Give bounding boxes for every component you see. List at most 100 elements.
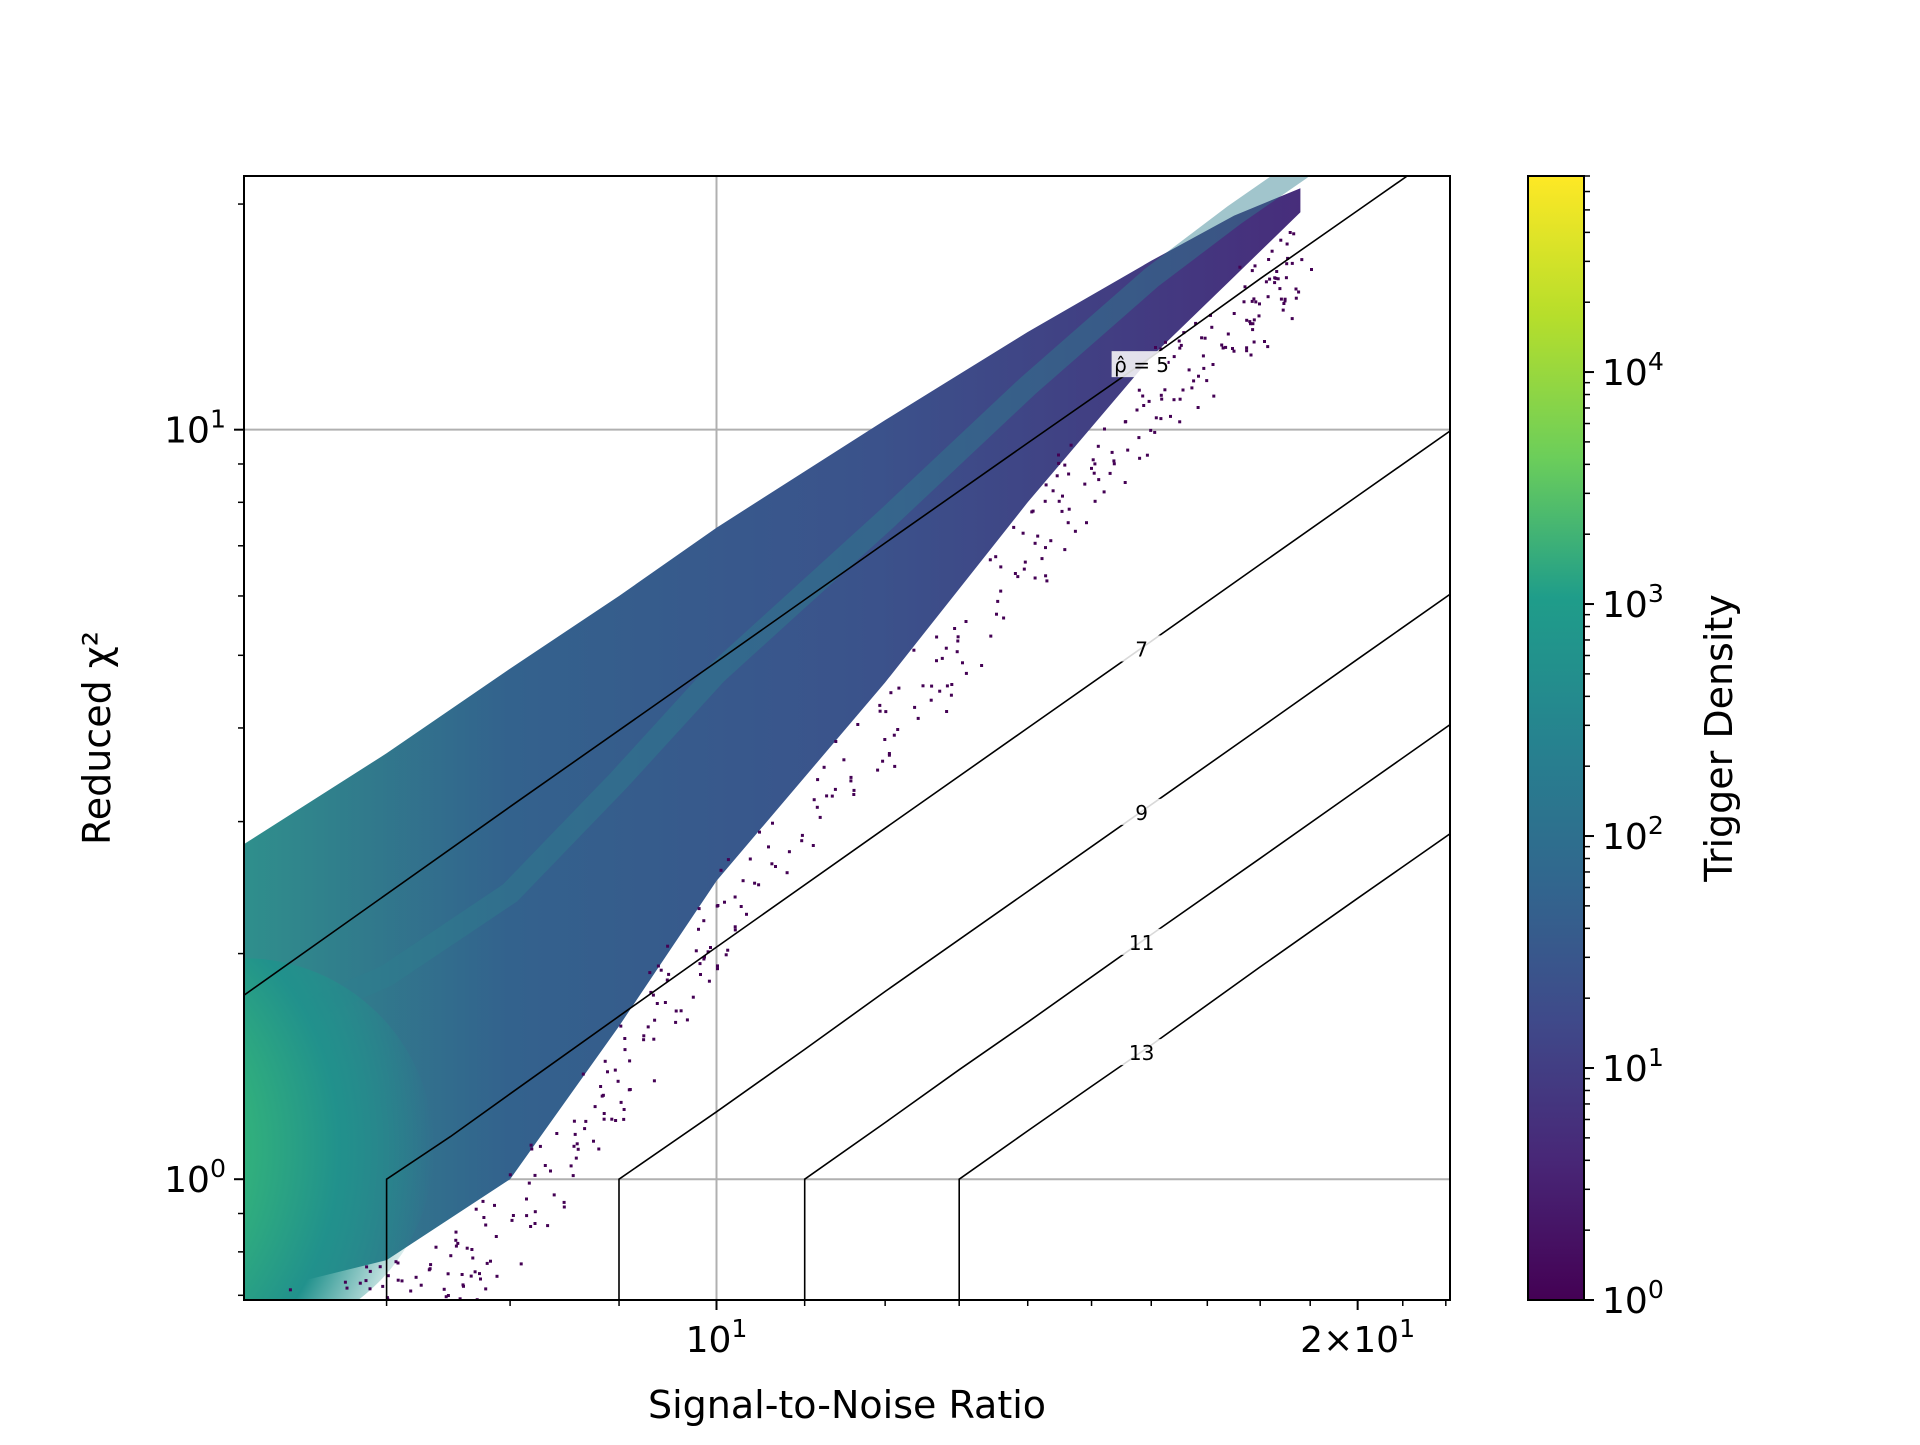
sparse-trigger [642, 1034, 646, 1038]
sparse-trigger [1266, 345, 1270, 349]
sparse-trigger [533, 1210, 537, 1214]
sparse-trigger [1172, 398, 1176, 402]
sparse-trigger [1196, 406, 1200, 409]
sparse-trigger [616, 1079, 620, 1083]
sparse-trigger [1282, 302, 1286, 305]
sparse-trigger [482, 1216, 486, 1219]
contour-label: 7 [1135, 637, 1148, 661]
sparse-trigger [1141, 394, 1145, 398]
sparse-trigger [378, 1265, 382, 1269]
sparse-trigger [368, 1287, 372, 1291]
sparse-trigger [1033, 541, 1037, 545]
sparse-trigger [887, 753, 891, 757]
x-tick-label: 101 [686, 1314, 748, 1361]
sparse-trigger [944, 646, 948, 650]
sparse-trigger [382, 1327, 385, 1330]
sparse-trigger [1049, 539, 1053, 543]
sparse-trigger [849, 775, 853, 779]
sparse-trigger [271, 1329, 274, 1332]
sparse-trigger [529, 1143, 533, 1147]
sparse-trigger [800, 839, 804, 843]
sparse-trigger [404, 1337, 407, 1340]
colorbar-tick-label: 104 [1602, 347, 1664, 394]
sparse-trigger [950, 683, 954, 686]
sparse-trigger [881, 759, 885, 763]
sparse-trigger [470, 1248, 474, 1251]
sparse-trigger [785, 871, 789, 875]
contour-line [244, 176, 1409, 996]
density-hexbin [244, 176, 1313, 1345]
sparse-trigger [427, 1313, 430, 1316]
sparse-trigger [757, 883, 761, 887]
sparse-trigger [288, 1288, 292, 1292]
sparse-trigger [929, 698, 933, 702]
sparse-trigger [494, 1235, 498, 1238]
sparse-trigger [572, 1119, 576, 1123]
sparse-trigger [574, 1156, 578, 1160]
sparse-trigger [339, 1309, 342, 1312]
sparse-trigger [1288, 231, 1292, 234]
sparse-trigger [377, 1303, 380, 1306]
sparse-trigger [454, 1244, 458, 1248]
sparse-trigger [989, 634, 993, 638]
sparse-trigger [1126, 448, 1130, 452]
sparse-trigger [674, 1020, 678, 1024]
sparse-trigger [816, 778, 820, 782]
sparse-trigger [1022, 567, 1026, 571]
sparse-trigger [552, 1193, 556, 1197]
sparse-trigger [471, 1256, 475, 1260]
sparse-trigger [1245, 349, 1249, 353]
sparse-trigger [1060, 509, 1064, 513]
sparse-trigger [519, 1262, 523, 1266]
sparse-trigger [628, 1059, 632, 1063]
sparse-trigger [1063, 463, 1067, 467]
sparse-trigger [1310, 268, 1313, 271]
sparse-trigger [1016, 575, 1020, 579]
sparse-trigger [896, 728, 900, 731]
sparse-trigger [1137, 388, 1141, 392]
sparse-trigger [1270, 249, 1274, 253]
sparse-trigger [1254, 300, 1258, 304]
sparse-trigger [1093, 462, 1097, 466]
sparse-trigger [402, 1342, 405, 1345]
sparse-trigger [1055, 474, 1059, 478]
colorbar-tick-label: 101 [1602, 1043, 1664, 1090]
sparse-trigger [314, 1313, 317, 1316]
sparse-trigger [546, 1224, 550, 1228]
sparse-trigger [1159, 347, 1163, 351]
sparse-trigger [289, 1317, 292, 1320]
sparse-trigger [818, 815, 822, 819]
sparse-trigger [930, 684, 934, 688]
sparse-trigger [606, 1070, 609, 1074]
colorbar-label: Trigger Density [1697, 594, 1741, 883]
sparse-trigger [1249, 353, 1253, 357]
sparse-trigger [1275, 270, 1279, 273]
x-tick-label: 2×101 [1300, 1314, 1415, 1361]
sparse-trigger [770, 862, 774, 866]
sparse-trigger [1190, 386, 1194, 390]
sparse-trigger [876, 768, 880, 772]
sparse-trigger [964, 671, 968, 675]
sparse-trigger [1178, 420, 1182, 424]
sparse-trigger [1200, 336, 1204, 340]
sparse-trigger [699, 973, 702, 976]
sparse-trigger [1154, 346, 1157, 349]
sparse-trigger [1012, 525, 1016, 529]
sparse-trigger [1181, 388, 1185, 392]
sparse-trigger [666, 944, 670, 948]
sparse-trigger [365, 1265, 369, 1269]
sparse-trigger [887, 752, 891, 755]
sparse-trigger [264, 1313, 267, 1316]
sparse-trigger [1211, 363, 1215, 366]
sparse-trigger [1057, 461, 1061, 465]
sparse-trigger [1013, 572, 1017, 575]
sparse-trigger [1249, 322, 1252, 326]
sparse-trigger [1258, 302, 1261, 306]
contour-labels: ρ̂ = 5 7 9 11 13 [1111, 351, 1169, 1066]
sparse-trigger [1179, 343, 1183, 347]
sparse-trigger [592, 1139, 595, 1143]
sparse-trigger [446, 1272, 450, 1276]
sparse-trigger [1273, 281, 1277, 285]
sparse-trigger [527, 1181, 531, 1185]
sparse-trigger [913, 705, 917, 709]
